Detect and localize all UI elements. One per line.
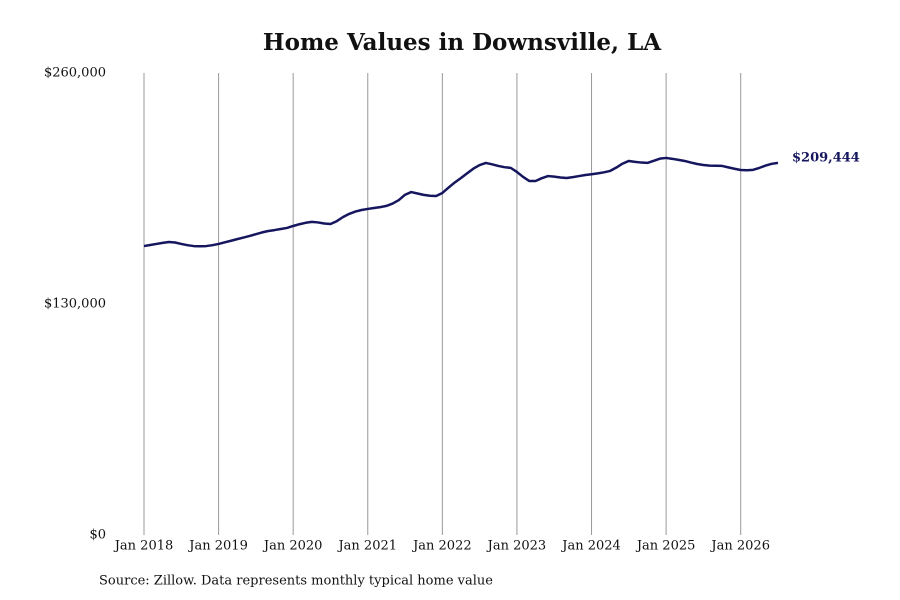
x-tick-label: Jan 2026 <box>709 539 770 554</box>
x-tick-label: Jan 2019 <box>187 539 248 554</box>
x-tick-label: Jan 2023 <box>486 539 547 554</box>
y-tick-label: $130,000 <box>44 297 106 312</box>
end-label: $209,444 <box>792 150 860 165</box>
y-tick-label: $260,000 <box>44 66 106 81</box>
x-tick-label: Jan 2020 <box>262 539 323 554</box>
chart-title: Home Values in Downsville, LA <box>263 29 662 56</box>
y-tick-label: $0 <box>89 528 106 543</box>
x-tick-label: Jan 2025 <box>635 539 696 554</box>
x-tick-label: Jan 2024 <box>560 539 621 554</box>
source-note: Source: Zillow. Data represents monthly … <box>99 574 493 589</box>
x-tick-label: Jan 2021 <box>336 539 397 554</box>
x-tick-label: Jan 2022 <box>411 539 472 554</box>
line <box>143 156 779 248</box>
x-tick-label: Jan 2018 <box>113 539 174 554</box>
